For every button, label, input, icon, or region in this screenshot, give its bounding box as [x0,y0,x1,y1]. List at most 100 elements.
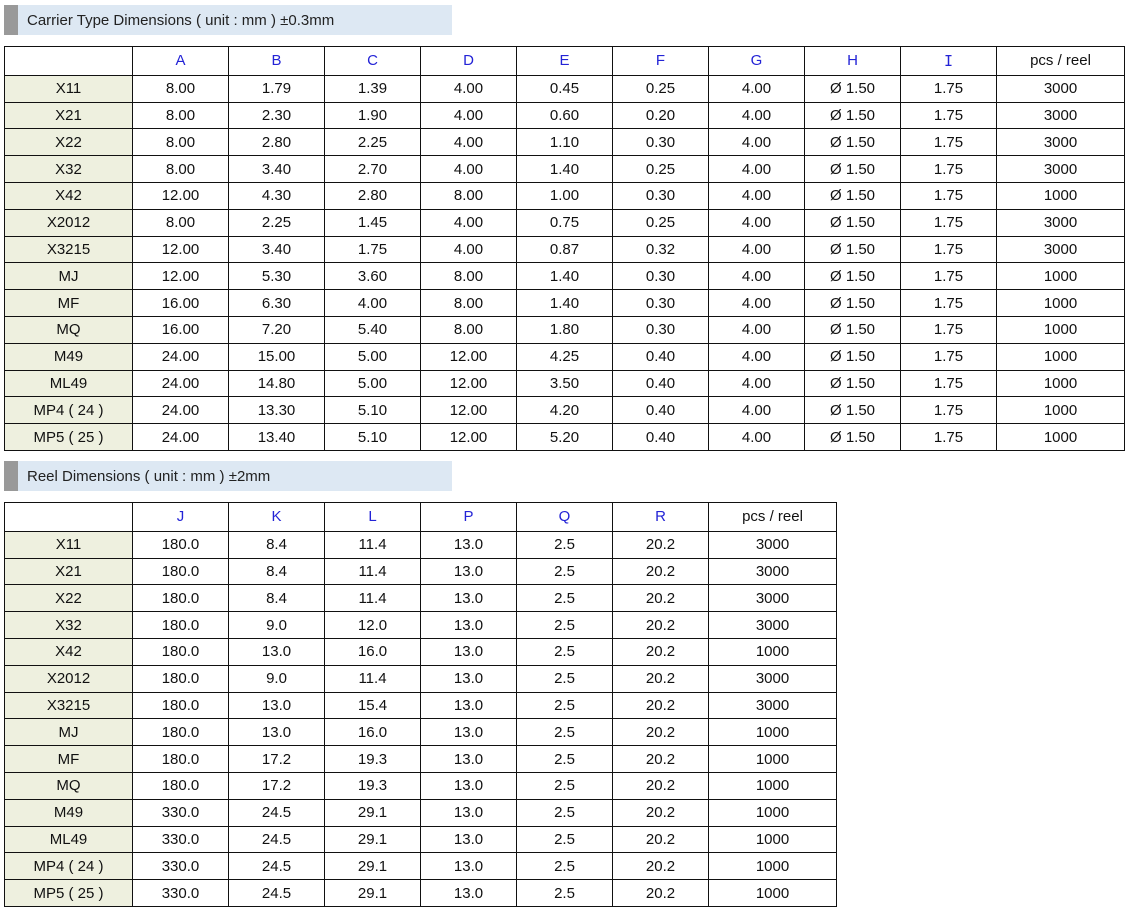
table-cell: 0.45 [516,74,613,103]
table-row: X21 180.0 8.4 11.4 13.0 2.5 20.2 3000 [4,557,837,586]
table-row: X11 8.00 1.79 1.39 4.00 0.45 0.25 4.00 Ø 1.50 1.7… [4,74,1125,103]
table-cell: 2.5 [516,611,613,639]
table-cell: 2.5 [516,557,613,586]
table-cell: 29.1 [324,879,421,907]
table-cell: 4.25 [516,342,613,371]
table-cell: 0.25 [612,208,709,237]
table-cell: 180.0 [132,611,229,639]
table-cell: 5.10 [324,423,421,451]
table-cell: 1000 [996,342,1125,371]
table-cell: 2.80 [324,181,421,210]
table-cell: 12.00 [420,423,517,451]
table-cell: Ø 1.50 [804,128,901,157]
table-cell: 1.10 [516,128,613,157]
table-cell: 4.20 [516,396,613,425]
table-cell: 3.60 [324,262,421,291]
table-cell: Ø 1.50 [804,315,901,344]
table-cell: 2.5 [516,718,613,747]
table-cell: 3000 [708,664,837,693]
table-cell: 0.30 [612,315,709,344]
table-cell: 2.5 [516,879,613,907]
table-cell: 3000 [708,557,837,586]
column-header: A [132,46,229,76]
column-header: pcs / reel [996,46,1125,76]
table-cell: 4.00 [708,342,805,371]
table-cell: 12.00 [132,262,229,291]
table-cell: 4.00 [420,208,517,237]
table-cell: 0.32 [612,235,709,264]
table-cell: 8.00 [132,74,229,103]
table-cell: 20.2 [612,611,709,639]
row-label: MJ [4,718,133,747]
table-cell: 0.40 [612,423,709,451]
row-label: X42 [4,181,133,210]
table-cell: 4.00 [708,396,805,425]
table-cell: 20.2 [612,771,709,800]
table-cell: 0.30 [612,289,709,317]
table-cell: 180.0 [132,771,229,800]
carrier-section-header: Carrier Type Dimensions ( unit : mm ) ±0… [4,5,452,35]
table-cell: 13.0 [420,530,517,559]
table-cell: 180.0 [132,691,229,720]
table-cell: 13.0 [420,557,517,586]
table-cell: 2.5 [516,664,613,693]
section-marker [4,5,18,35]
table-cell: 15.00 [228,342,325,371]
table-cell: 2.30 [228,101,325,130]
table-row: X3215 180.0 13.0 15.4 13.0 2.5 20.2 3000 [4,691,837,720]
table-cell: 0.40 [612,369,709,398]
row-label: X3215 [4,235,133,264]
table-cell: 0.30 [612,128,709,157]
table-cell: 20.2 [612,691,709,720]
table-row: X42 12.00 4.30 2.80 8.00 1.00 0.30 4.00 Ø 1.50 1.… [4,181,1125,210]
table-cell: 180.0 [132,745,229,773]
table-cell: 8.4 [228,530,325,559]
table-cell: 8.00 [132,208,229,237]
table-cell: 20.2 [612,664,709,693]
table-cell: 8.00 [420,181,517,210]
table-cell: 1000 [996,262,1125,291]
table-cell: 1.75 [900,423,997,451]
table-cell: 3000 [708,611,837,639]
table-cell: 13.0 [228,691,325,720]
table-cell: 1000 [708,879,837,907]
table-cell: 24.5 [228,825,325,854]
table-cell: 17.2 [228,771,325,800]
table-cell: 1.75 [324,235,421,264]
table-cell: 1.80 [516,315,613,344]
table-cell: 2.5 [516,584,613,613]
table-cell: 3.40 [228,235,325,264]
table-cell: 3000 [996,101,1125,130]
row-label: MF [4,745,133,773]
table-cell: 5.20 [516,423,613,451]
table-cell: 16.00 [132,289,229,317]
table-cell: Ø 1.50 [804,396,901,425]
table-cell: 13.0 [420,798,517,827]
row-label: X21 [4,101,133,130]
table-cell: 0.20 [612,101,709,130]
row-label: MF [4,289,133,317]
table-cell: 8.00 [420,289,517,317]
table-cell: 2.5 [516,825,613,854]
table-cell: 1000 [996,315,1125,344]
table-cell: 0.40 [612,396,709,425]
table-cell: 24.00 [132,342,229,371]
table-cell: 24.5 [228,798,325,827]
table-cell: 1000 [708,745,837,773]
row-label: MP4 ( 24 ) [4,852,133,881]
table-cell: 4.00 [708,208,805,237]
table-cell: 330.0 [132,879,229,907]
table-row: X2012 180.0 9.0 11.4 13.0 2.5 20.2 3000 [4,664,837,693]
table-cell: 11.4 [324,664,421,693]
table-cell: 13.40 [228,423,325,451]
table-row: X22 8.00 2.80 2.25 4.00 1.10 0.30 4.00 Ø 1.50 1.7… [4,128,1125,157]
table-cell: 29.1 [324,798,421,827]
table-cell: Ø 1.50 [804,181,901,210]
table-cell: 13.0 [420,691,517,720]
table-cell: 5.00 [324,342,421,371]
table-cell: Ø 1.50 [804,235,901,264]
table-cell: 1.75 [900,235,997,264]
table-cell: 12.00 [420,369,517,398]
table-cell: 2.80 [228,128,325,157]
